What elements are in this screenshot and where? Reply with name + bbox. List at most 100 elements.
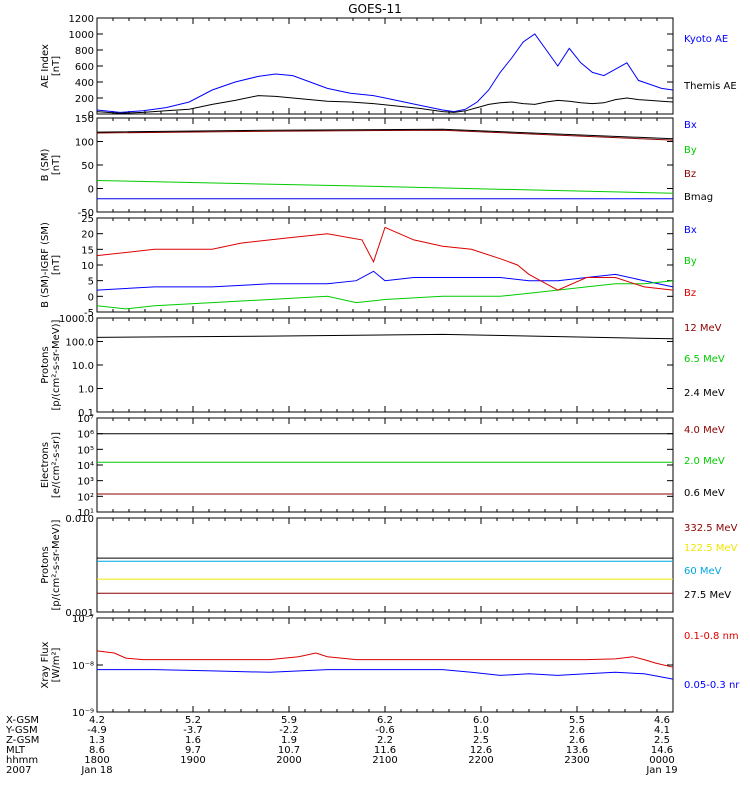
y-tick-label: 10⁷: [77, 414, 94, 425]
y-axis-label: B (SM)-IGRF (SM): [40, 222, 51, 308]
y-tick-label: 25: [81, 214, 94, 225]
y-tick-label: 10.0: [72, 361, 94, 372]
legend-entry: Bz: [684, 288, 696, 299]
panel-frame: [96, 617, 674, 713]
y-axis-label: [e/(cm²-s-sr)]: [51, 432, 62, 498]
legend-entry: Bx: [684, 120, 697, 131]
panel-1: 0 200 400 600 800 1000 1200 AE Index [nT] Kyoto A…: [40, 14, 737, 121]
x-axis-value: 8.6: [89, 745, 105, 756]
y-tick-label: 10²: [77, 492, 94, 503]
y-axis-label: [W/m²]: [51, 647, 62, 682]
x-axis-row-label: X-GSM: [6, 715, 39, 726]
x-axis-value: 13.6: [566, 745, 588, 756]
legend-entry: 12 MeV: [684, 323, 722, 334]
y-tick-label: 20: [81, 230, 94, 241]
y-axis-label: [p/(cm²-s-sr-MeV)]: [51, 519, 62, 610]
legend-entry: 27.5 MeV: [684, 590, 731, 601]
x-axis-value: 2.6: [569, 735, 585, 746]
x-axis-value: 1.3: [89, 735, 105, 746]
panel-5: 10¹ 10² 10³ 10⁴ 10⁵ 10⁶ 10⁷ Electrons [e/(cm²-s-…: [40, 414, 725, 519]
y-tick-label: 10⁻⁷: [72, 614, 94, 625]
legend-entry: Bmag: [684, 192, 713, 203]
panel-3: -5 0 5 10 15 20 25 B (SM)-IGRF (SM) [nT] Bx By Bz: [40, 214, 697, 319]
x-axis-value: 2000: [276, 755, 301, 766]
y-tick-label: 50: [81, 161, 94, 172]
y-axis-label: [p/(cm²-s-sr-MeV)]: [51, 319, 62, 410]
y-tick-label: 400: [75, 78, 94, 89]
x-axis-value: 4.6: [654, 715, 670, 726]
y-tick-label: 10⁻⁹: [72, 708, 94, 719]
y-tick-label: 0.1: [78, 408, 94, 419]
plot-title: GOES-11: [348, 2, 402, 16]
y-tick-label: -50: [78, 208, 94, 219]
y-tick-label: 0: [88, 292, 94, 303]
y-tick-label: 15: [81, 245, 94, 256]
y-tick-label: 10³: [77, 477, 94, 488]
x-axis-value: 1800: [84, 755, 109, 766]
legend-entry: 2.0 MeV: [684, 456, 725, 467]
y-axis-label: [nT]: [51, 56, 62, 76]
x-axis-value: 5.5: [569, 715, 585, 726]
y-tick-label: 200: [75, 94, 94, 105]
y-axis-label: AE Index: [40, 44, 51, 88]
y-tick-label: 1000.0: [59, 314, 94, 325]
series-line-4-3: [96, 333, 674, 340]
x-axis-value: 6.0: [473, 715, 489, 726]
y-tick-label: 100.0: [65, 338, 94, 349]
legend-entry: Themis AE: [683, 81, 737, 92]
legend-entry: 6.5 MeV: [684, 354, 725, 365]
y-tick-label: 600: [75, 62, 94, 73]
panel-frame: [96, 517, 674, 613]
panel-2: -50 0 50 100 150 B (SM) [nT] Bx By Bz Bmag: [40, 114, 713, 219]
panel-7: 10⁻⁹ 10⁻⁸ 10⁻⁷ Xray Flux [W/m²] 0.1-0.8 nm 0.0…: [40, 614, 740, 719]
y-axis-label: [nT]: [51, 255, 62, 275]
legend-entry: Kyoto AE: [684, 34, 728, 45]
series-line-2-2: [96, 180, 674, 194]
legend-entry: 60 MeV: [684, 566, 722, 577]
x-axis-row-label: Z-GSM: [6, 735, 39, 746]
legend-entry: By: [684, 145, 697, 156]
y-tick-label: 150: [75, 114, 94, 125]
x-axis-value: 2.6: [569, 725, 585, 736]
y-tick-label: 0: [88, 110, 94, 121]
y-tick-label: 5: [88, 277, 94, 288]
series-line-1-1: [96, 33, 674, 113]
legend-entry: 122.5 MeV: [684, 543, 738, 554]
y-tick-label: 1000: [69, 30, 94, 41]
legend-entry: By: [684, 256, 697, 267]
x-axis-value: 6.2: [377, 715, 393, 726]
legend-entry: 0.6 MeV: [684, 488, 725, 499]
panel-frame: [96, 17, 674, 115]
series-line-3-1: [96, 270, 674, 291]
y-tick-label: 10⁵: [77, 445, 94, 456]
x-axis-value: 2100: [372, 755, 397, 766]
y-axis-label: Protons: [40, 546, 51, 583]
x-axis-value: 1.9: [281, 735, 297, 746]
y-axis-label: B (SM): [40, 148, 51, 181]
series-line-3-3: [96, 226, 674, 291]
x-axis-value: -2.2: [279, 725, 299, 736]
x-axis-row-label: MLT: [6, 745, 26, 756]
x-axis-row-label: Y-GSM: [5, 725, 38, 736]
legend-entry: Bz: [684, 169, 696, 180]
x-axis-value: 11.6: [374, 745, 396, 756]
y-tick-label: 10¹: [77, 508, 94, 519]
x-axis-value: 12.6: [470, 745, 492, 756]
x-axis-value: 2.5: [473, 735, 489, 746]
y-axis-label: Electrons: [40, 442, 51, 488]
y-tick-label: -5: [84, 308, 94, 319]
panel-6: 0.001 0.010 Protons [p/(cm²-s-sr-MeV)] 332.5…: [40, 514, 738, 619]
x-axis-value: -0.6: [375, 725, 395, 736]
x-axis-value: 5.9: [281, 715, 297, 726]
legend-entry: 0.05-0.3 nr: [684, 680, 740, 691]
x-axis-value: 4.1: [654, 725, 670, 736]
y-tick-label: 10⁻⁸: [72, 661, 94, 672]
x-axis-value: 4.2: [89, 715, 105, 726]
x-axis-value: 5.2: [185, 715, 201, 726]
series-line-3-2: [96, 280, 674, 310]
y-axis-label: Xray Flux: [40, 641, 51, 688]
y-axis-label: [nT]: [51, 155, 62, 175]
y-tick-label: 0.001: [65, 608, 94, 619]
